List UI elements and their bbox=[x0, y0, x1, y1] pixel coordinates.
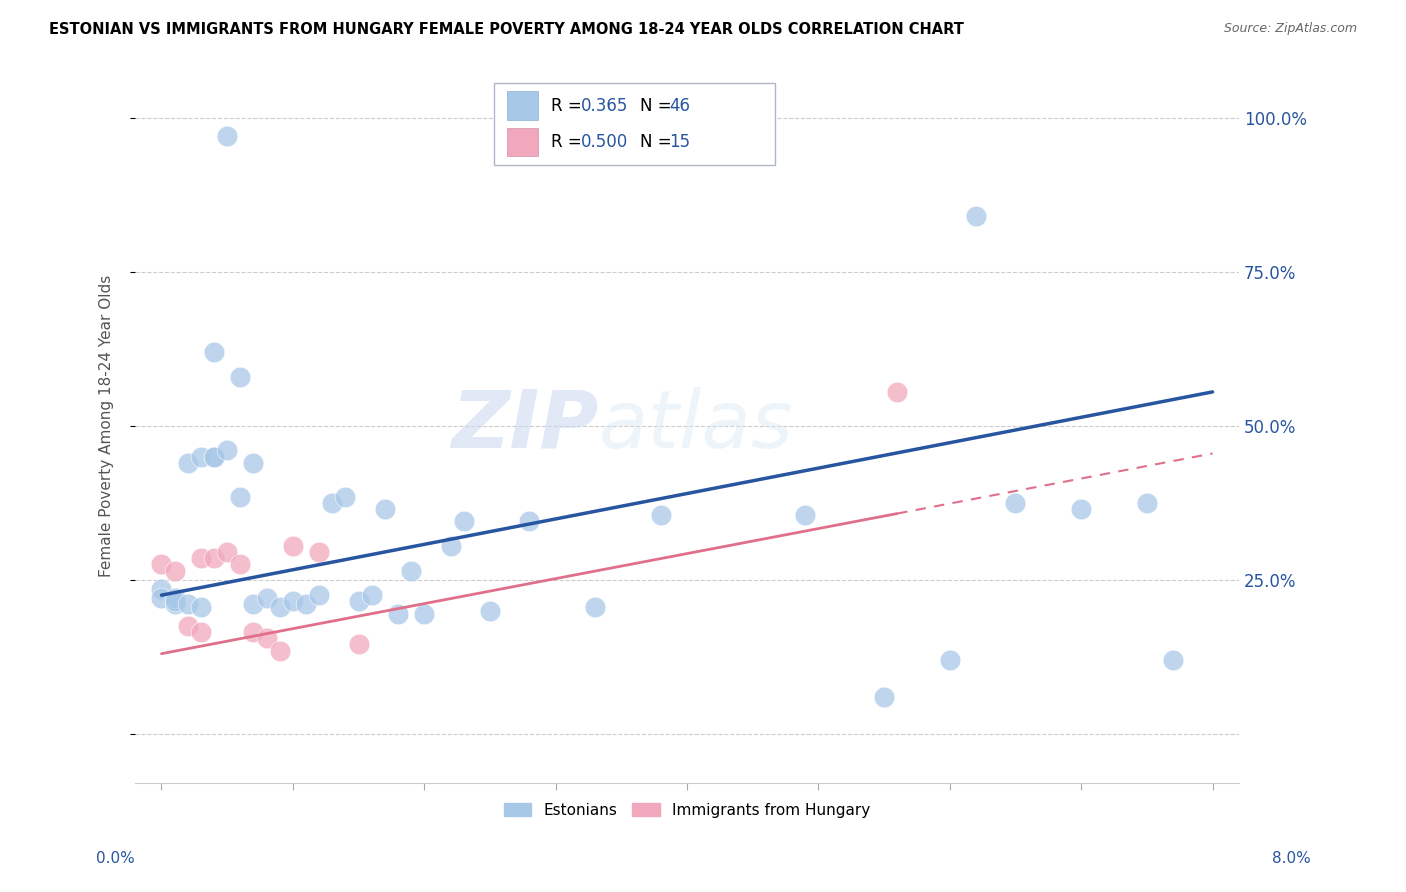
Point bbox=[453, 514, 475, 528]
Point bbox=[150, 591, 173, 606]
Point bbox=[163, 591, 186, 606]
Point bbox=[163, 598, 186, 612]
Point bbox=[873, 690, 896, 704]
Bar bbox=[508, 91, 538, 120]
Text: R =: R = bbox=[551, 96, 588, 115]
Point bbox=[242, 625, 264, 640]
Point bbox=[217, 443, 239, 458]
Point bbox=[1004, 496, 1026, 510]
Text: 15: 15 bbox=[669, 133, 690, 151]
Point bbox=[374, 502, 396, 516]
Point bbox=[1070, 502, 1092, 516]
Text: 0.365: 0.365 bbox=[581, 96, 628, 115]
Point bbox=[965, 210, 987, 224]
Point bbox=[347, 594, 370, 608]
Point bbox=[321, 496, 343, 510]
Point bbox=[229, 369, 252, 384]
Point bbox=[202, 551, 225, 566]
Point bbox=[439, 539, 461, 553]
Point bbox=[217, 545, 239, 559]
Point bbox=[308, 545, 330, 559]
Point bbox=[256, 591, 278, 606]
Text: N =: N = bbox=[640, 96, 676, 115]
Point bbox=[387, 607, 409, 621]
Point bbox=[295, 598, 318, 612]
Text: 8.0%: 8.0% bbox=[1271, 851, 1310, 865]
Point bbox=[335, 490, 357, 504]
Point bbox=[583, 600, 606, 615]
Text: 0.500: 0.500 bbox=[581, 133, 628, 151]
Point bbox=[150, 582, 173, 596]
Point bbox=[1136, 496, 1159, 510]
Point bbox=[190, 600, 212, 615]
Bar bbox=[508, 128, 538, 156]
Point bbox=[794, 508, 817, 522]
Point bbox=[360, 588, 382, 602]
Point bbox=[242, 598, 264, 612]
Point bbox=[202, 344, 225, 359]
Point bbox=[269, 643, 291, 657]
Text: Source: ZipAtlas.com: Source: ZipAtlas.com bbox=[1223, 22, 1357, 36]
Point bbox=[202, 450, 225, 464]
Point bbox=[478, 603, 501, 617]
FancyBboxPatch shape bbox=[494, 83, 775, 165]
Point bbox=[650, 508, 672, 522]
Text: R =: R = bbox=[551, 133, 588, 151]
Point bbox=[886, 384, 908, 399]
Point bbox=[190, 450, 212, 464]
Point bbox=[308, 588, 330, 602]
Point bbox=[177, 598, 200, 612]
Point bbox=[938, 653, 960, 667]
Text: ESTONIAN VS IMMIGRANTS FROM HUNGARY FEMALE POVERTY AMONG 18-24 YEAR OLDS CORRELA: ESTONIAN VS IMMIGRANTS FROM HUNGARY FEMA… bbox=[49, 22, 965, 37]
Point bbox=[229, 558, 252, 572]
Point bbox=[242, 456, 264, 470]
Point bbox=[177, 619, 200, 633]
Point bbox=[163, 594, 186, 608]
Text: N =: N = bbox=[640, 133, 676, 151]
Point bbox=[281, 539, 304, 553]
Point bbox=[163, 594, 186, 608]
Point bbox=[269, 600, 291, 615]
Point bbox=[163, 564, 186, 578]
Point bbox=[399, 564, 422, 578]
Point bbox=[190, 551, 212, 566]
Point bbox=[202, 450, 225, 464]
Text: ZIP: ZIP bbox=[451, 387, 599, 465]
Text: 0.0%: 0.0% bbox=[96, 851, 135, 865]
Point bbox=[190, 625, 212, 640]
Point bbox=[281, 594, 304, 608]
Y-axis label: Female Poverty Among 18-24 Year Olds: Female Poverty Among 18-24 Year Olds bbox=[100, 275, 114, 577]
Point bbox=[256, 632, 278, 646]
Legend: Estonians, Immigrants from Hungary: Estonians, Immigrants from Hungary bbox=[496, 795, 879, 825]
Text: 46: 46 bbox=[669, 96, 690, 115]
Point bbox=[177, 456, 200, 470]
Point bbox=[1161, 653, 1184, 667]
Point bbox=[229, 490, 252, 504]
Text: atlas: atlas bbox=[599, 387, 793, 465]
Point bbox=[217, 129, 239, 144]
Point bbox=[413, 607, 436, 621]
Point bbox=[517, 514, 540, 528]
Point bbox=[347, 637, 370, 651]
Point bbox=[150, 558, 173, 572]
